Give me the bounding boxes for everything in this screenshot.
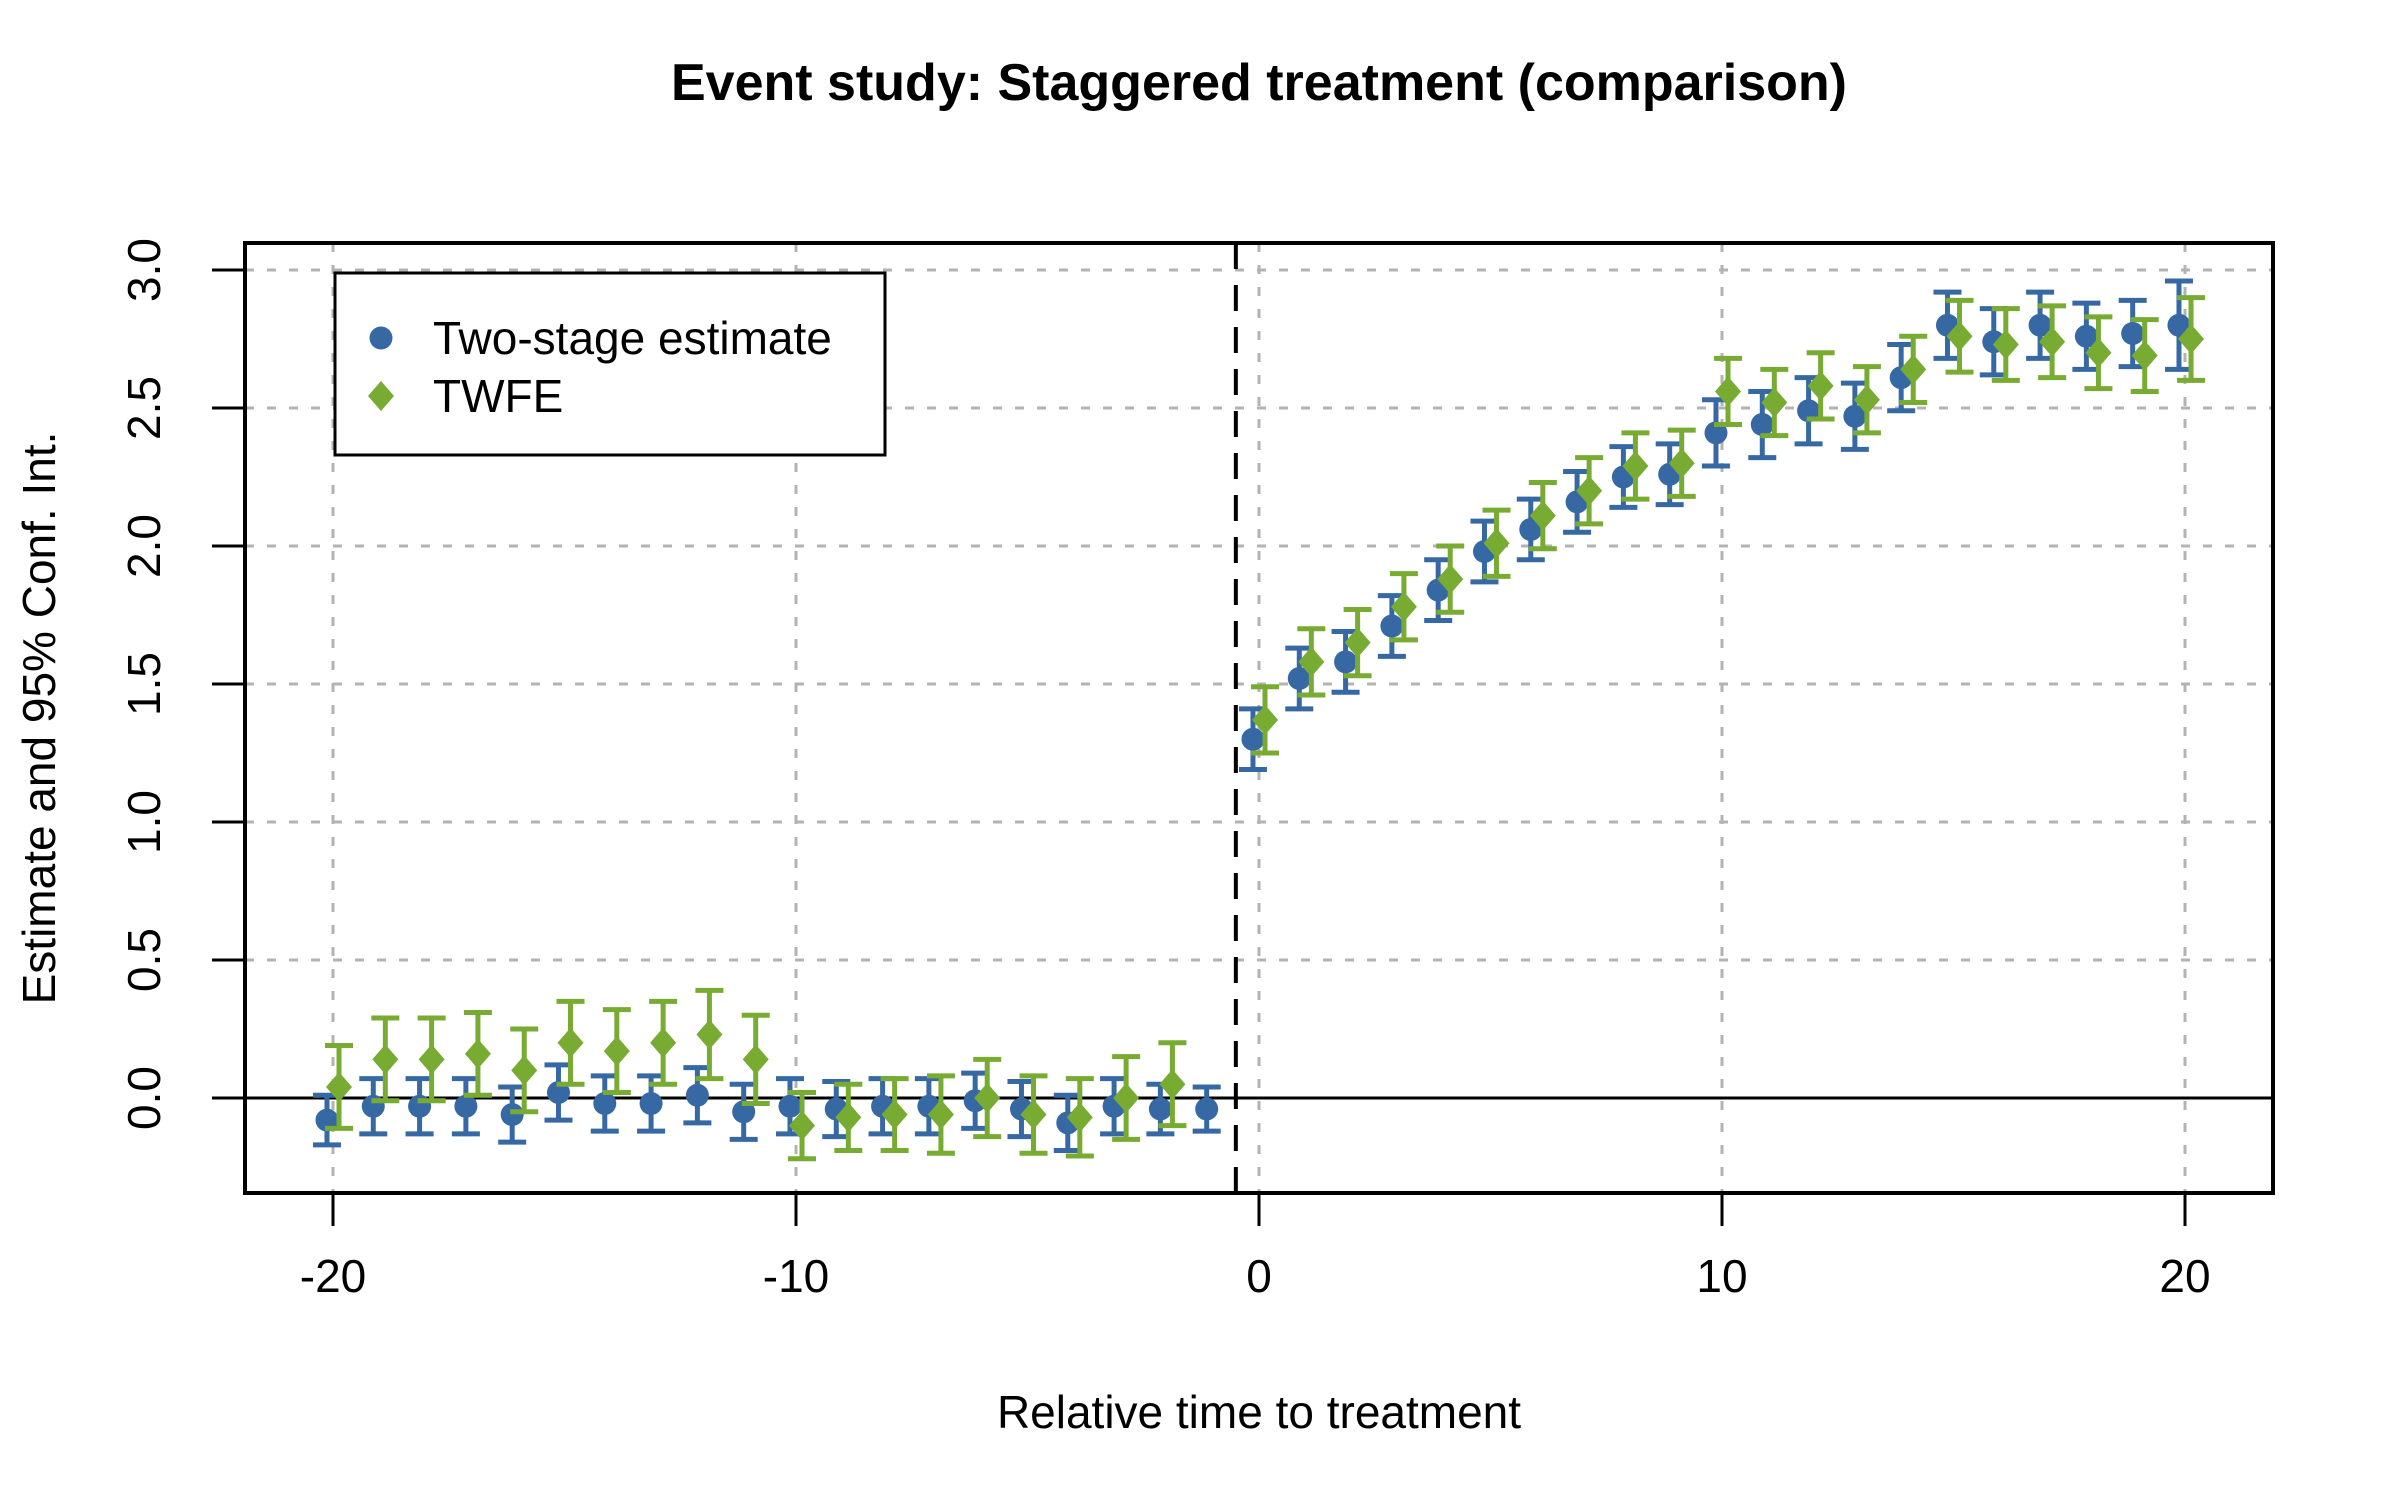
data-point-twfe xyxy=(2039,326,2066,357)
legend-marker-twfe xyxy=(368,381,394,411)
data-point-twfe xyxy=(974,1083,1001,1113)
data-point-two-stage xyxy=(1704,421,1728,445)
data-point-two-stage xyxy=(1843,404,1867,428)
legend-label-two-stage: Two-stage estimate xyxy=(433,312,832,364)
data-point-twfe xyxy=(464,1038,491,1069)
x-tick-label: 10 xyxy=(1696,1250,1747,1302)
data-point-twfe xyxy=(326,1071,353,1102)
data-point-two-stage xyxy=(778,1094,802,1118)
data-point-twfe xyxy=(2085,337,2112,368)
data-point-two-stage xyxy=(1195,1097,1219,1121)
data-point-two-stage xyxy=(1287,666,1311,690)
data-point-twfe xyxy=(1622,450,1649,481)
data-point-two-stage xyxy=(2167,313,2191,337)
data-point-two-stage xyxy=(1519,517,1543,541)
data-point-twfe xyxy=(835,1102,862,1133)
data-point-twfe xyxy=(1437,564,1464,595)
data-point-two-stage xyxy=(1148,1097,1172,1121)
data-point-two-stage xyxy=(593,1092,617,1116)
data-point-twfe xyxy=(2178,324,2205,354)
data-point-twfe xyxy=(1992,329,2019,360)
legend-marker-two-stage xyxy=(369,326,393,350)
data-point-twfe xyxy=(1066,1102,1093,1133)
data-point-twfe xyxy=(1020,1099,1047,1130)
legend: Two-stage estimate TWFE xyxy=(333,271,887,457)
y-tick-label: 1.0 xyxy=(118,790,170,854)
x-tick-label: -20 xyxy=(300,1250,366,1302)
data-point-two-stage xyxy=(454,1094,478,1118)
legend-label-twfe: TWFE xyxy=(433,370,563,422)
data-point-twfe xyxy=(372,1044,399,1075)
data-point-two-stage xyxy=(639,1092,663,1116)
data-point-twfe xyxy=(1668,448,1695,479)
data-point-twfe xyxy=(1298,646,1325,677)
data-point-twfe xyxy=(1390,591,1417,622)
data-point-twfe xyxy=(1946,321,1973,352)
data-point-twfe xyxy=(1252,704,1279,735)
data-point-two-stage xyxy=(732,1100,756,1124)
chart-title: Event study: Staggered treatment (compar… xyxy=(671,54,1847,112)
data-point-twfe xyxy=(789,1110,816,1141)
data-point-two-stage xyxy=(315,1108,339,1132)
data-point-twfe xyxy=(1483,528,1510,559)
data-point-two-stage xyxy=(1334,650,1358,674)
data-point-twfe xyxy=(557,1027,584,1058)
y-tick-label: 0.5 xyxy=(118,928,170,992)
series-twfe xyxy=(325,295,2206,1162)
legend-box xyxy=(333,271,887,457)
data-point-twfe xyxy=(511,1055,538,1086)
data-point-twfe xyxy=(1853,384,1880,415)
data-point-twfe xyxy=(742,1044,769,1075)
data-point-twfe xyxy=(2131,340,2158,371)
data-point-twfe xyxy=(1576,475,1603,506)
data-point-two-stage xyxy=(1750,413,1774,437)
data-point-twfe xyxy=(418,1044,445,1075)
y-axis-title: Estimate and 95% Conf. Int. xyxy=(13,432,65,1005)
x-axis-title: Relative time to treatment xyxy=(997,1386,1521,1438)
data-point-two-stage xyxy=(1241,727,1265,751)
data-point-twfe xyxy=(696,1019,723,1050)
data-point-two-stage xyxy=(2121,321,2145,345)
data-point-twfe xyxy=(881,1099,908,1130)
data-point-twfe xyxy=(650,1027,677,1058)
data-point-twfe xyxy=(1344,627,1371,658)
data-point-twfe xyxy=(1529,500,1556,531)
data-point-two-stage xyxy=(546,1080,570,1104)
data-point-twfe xyxy=(1715,376,1742,407)
y-tick-label: 0.0 xyxy=(118,1066,170,1130)
y-tick-label: 2.5 xyxy=(118,376,170,440)
y-tick-label: 1.5 xyxy=(118,652,170,716)
x-tick-label: -10 xyxy=(763,1250,829,1302)
data-point-two-stage xyxy=(408,1094,432,1118)
data-point-twfe xyxy=(1159,1069,1186,1100)
data-point-twfe xyxy=(1900,354,1927,385)
data-point-two-stage xyxy=(1797,399,1821,423)
data-point-two-stage xyxy=(361,1094,385,1118)
data-point-twfe xyxy=(927,1099,954,1130)
x-tick-label: 0 xyxy=(1246,1250,1272,1302)
y-tick-label: 2.0 xyxy=(118,514,170,578)
data-point-twfe xyxy=(1807,370,1834,401)
data-point-twfe xyxy=(1761,387,1788,418)
data-point-two-stage xyxy=(1380,614,1404,638)
x-tick-label: 20 xyxy=(2159,1250,2210,1302)
y-tick-label: 3.0 xyxy=(118,238,170,302)
data-point-two-stage xyxy=(2074,324,2098,348)
markers xyxy=(326,321,2205,1141)
data-point-twfe xyxy=(603,1036,630,1067)
data-point-two-stage xyxy=(685,1083,709,1107)
data-point-two-stage xyxy=(500,1103,524,1127)
axes: -20 -10 0 10 20 0.0 0.5 1.0 1.5 2.0 2.5 3.0 xyxy=(118,238,2211,1302)
data-point-two-stage xyxy=(2028,313,2052,337)
data-point-twfe xyxy=(1113,1083,1140,1113)
